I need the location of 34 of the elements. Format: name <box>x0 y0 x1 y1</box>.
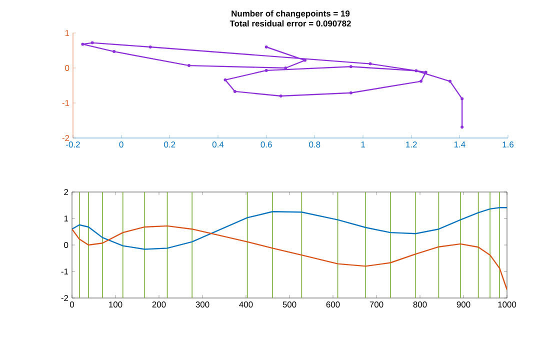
chart-subtitle: Total residual error = 0.090782 <box>230 20 351 26</box>
x-tick-label: 0.2 <box>164 142 176 148</box>
x-tick-label: 1.6 <box>502 142 514 148</box>
x-tick-label: 700 <box>370 302 384 308</box>
x-tick-label: 400 <box>239 302 253 308</box>
x-tick-label: 100 <box>109 302 122 308</box>
chart-title: Number of changepoints = 19 <box>232 10 350 18</box>
y-tick-label: -1 <box>61 268 68 274</box>
x-tick-label: 0 <box>70 302 74 308</box>
x-tick-label: 0.4 <box>212 142 224 148</box>
x-tick-label: 500 <box>282 302 296 308</box>
y-tick-label: 1 <box>64 216 68 222</box>
x-tick-label: 1 <box>361 142 365 148</box>
y-tick-label: -2 <box>61 295 68 301</box>
line-series <box>72 207 508 250</box>
x-tick-label: 0.6 <box>260 142 272 148</box>
y-tick-label: -2 <box>62 135 70 141</box>
x-tick-label: 200 <box>152 302 166 308</box>
y-tick-label: -1 <box>62 100 70 106</box>
x-tick-label: 0 <box>119 142 124 148</box>
y-tick-label: 2 <box>64 189 68 195</box>
x-tick-label: 1.4 <box>454 142 466 148</box>
x-tick-label: 300 <box>196 302 210 308</box>
x-tick-label: 600 <box>326 302 340 308</box>
x-tick-label: 1.2 <box>406 142 417 148</box>
x-tick-label: 0.8 <box>309 142 320 148</box>
x-tick-label: 900 <box>456 302 470 308</box>
y-tick-label: 0 <box>65 65 70 71</box>
x-tick-label: -0.2 <box>66 142 80 148</box>
x-tick-label: 800 <box>413 302 427 308</box>
y-tick-label: 0 <box>64 242 68 248</box>
y-tick-label: 1 <box>65 30 70 36</box>
x-tick-label: 1000 <box>498 302 516 308</box>
line-series <box>72 225 508 290</box>
